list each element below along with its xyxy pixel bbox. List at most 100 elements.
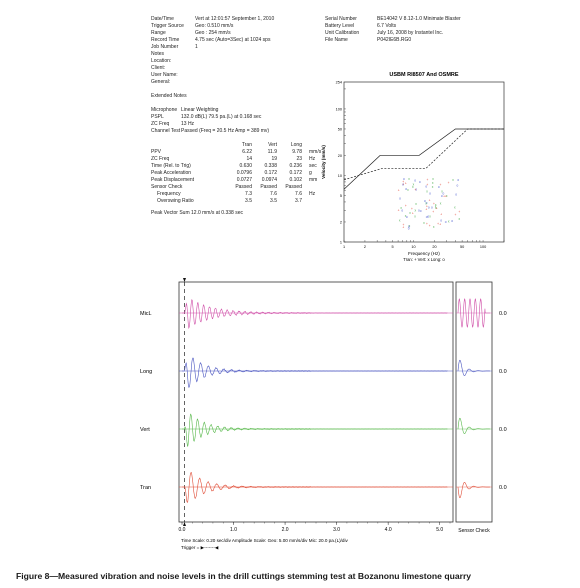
info-row: Job Number 1 <box>151 44 324 51</box>
table-row: Sensor Check Passed Passed Passed <box>151 184 324 191</box>
scatter-point: x <box>435 204 437 208</box>
scatter-point: o <box>399 196 401 200</box>
x-tick-label: 5 <box>392 245 394 249</box>
scatter-point: + <box>425 208 427 212</box>
scatter-point: o <box>457 178 459 182</box>
scatter-point: + <box>402 225 404 229</box>
scale-line: Time Scale: 0.20 sec/div Amplitude Scale… <box>181 538 349 543</box>
waveform-svg: 0.0 1.0 2.0 3.0 4.0 5.0 MicL 0.0 Long 0.0 Vert 0.0 T… <box>140 278 507 550</box>
info-key: Client: <box>151 65 166 71</box>
table-row: Peak Acceleration 0.0796 0.172 0.172 g <box>151 170 324 177</box>
info-value: Linear Weighting <box>181 107 219 113</box>
summary-table: Tran Vert Long PPV 6.22 11.9 9.78 mm/s ZC Freq 1… <box>151 142 324 205</box>
limit-curve-dashed <box>343 128 504 181</box>
scatter-point: x <box>441 190 443 194</box>
peak-vector-sum: Peak Vector Sum 12.0 mm/s at 0.338 sec <box>151 210 243 216</box>
info-key: PSPL <box>151 114 164 120</box>
info-key: Serial Number <box>325 16 357 22</box>
x-tick-label: 1.0 <box>230 527 237 533</box>
scatter-point: x <box>414 215 416 219</box>
scatter-point: x <box>452 178 454 182</box>
zero-label: 0.0 <box>499 311 507 317</box>
scatter-point: + <box>429 224 431 228</box>
scatter-point: x <box>425 202 427 206</box>
x-axis-label: Frequency (Hz) <box>408 251 440 256</box>
table-row: Frequency 7.3 7.6 7.6 Hz <box>151 191 324 198</box>
scatter-point: x <box>409 224 411 228</box>
scatter-point: x <box>400 206 402 210</box>
plot-frame <box>343 81 505 243</box>
scatter-point: + <box>439 183 441 187</box>
x-tick-label: 50 <box>460 245 464 249</box>
table-cell: 0.0796 <box>236 170 252 176</box>
info-key: Channel Test <box>151 128 181 134</box>
info-key: Record Time <box>151 37 180 43</box>
table-cell: Frequency <box>157 191 181 197</box>
info-row: Notes <box>151 51 324 58</box>
table-cell: 7.6 <box>295 191 302 197</box>
table-cell: Peak Acceleration <box>151 170 192 176</box>
scatter-point: x <box>407 188 409 192</box>
scatter-point: x <box>423 221 425 225</box>
table-row: Peak Displacement 0.0727 0.0974 0.102 mm <box>151 177 324 184</box>
scatter-point: + <box>445 194 447 198</box>
left-header: Date/Time Vert at 12:01:57 September 1, 2… <box>151 16 324 217</box>
info-key: General: <box>151 79 171 85</box>
info-row: Date/Time Vert at 12:01:57 September 1, 2… <box>151 16 324 23</box>
scatter-point: x <box>435 206 437 210</box>
table-row: ZC Freq 14 19 23 Hz <box>151 156 324 163</box>
scatter-point: + <box>412 212 414 216</box>
info-value: Geo : 254 mm/s <box>195 30 231 36</box>
trigger-line-label: Trigger = ▶-------◀ <box>181 545 219 550</box>
info-value: 4.75 sec (Auto=3Sec) at 1024 sps <box>195 37 271 43</box>
scatter-point: + <box>426 183 428 187</box>
info-row: Trigger Source Geo: 0.510 mm/s <box>151 23 324 30</box>
info-key: Job Number <box>151 44 179 50</box>
scatter-point: x <box>433 225 435 229</box>
scatter-point: + <box>440 212 442 216</box>
extended-notes-label: Extended Notes <box>151 93 187 99</box>
table-cell: Passed <box>235 184 252 190</box>
scatter-point: o <box>405 187 407 191</box>
table-cell: Peak Displacement <box>151 177 195 183</box>
scatter-point: + <box>426 204 428 208</box>
info-row: General: <box>151 79 324 86</box>
x-tick-label: 3.0 <box>333 527 340 533</box>
info-key: Date/Time <box>151 16 174 22</box>
zero-label: 0.0 <box>499 369 507 375</box>
scatter-point: + <box>411 207 413 211</box>
table-header: Long <box>290 142 302 148</box>
table-cell: 7.6 <box>270 191 277 197</box>
y-tick-label: 10 <box>338 174 342 178</box>
y-tick-label: 100 <box>336 107 342 111</box>
table-row: Time (Rel. to Trig) 0.630 0.338 0.236 sec <box>151 163 324 170</box>
table-cell: Hz <box>309 156 316 162</box>
y-axis-label: Velocity (mm/s) <box>321 145 326 179</box>
zero-label: 0.0 <box>499 427 507 433</box>
scatter-point: o <box>408 225 410 229</box>
table-cell: ZC Freq <box>151 156 170 162</box>
scatter-point: o <box>420 209 422 213</box>
zero-label: 0.0 <box>499 485 507 491</box>
waveform-frame <box>178 281 454 523</box>
scatter-point: x <box>415 202 417 206</box>
info-row: PSPL 132.0 dB(L) 79.5 pa.(L) at 0.168 sec <box>151 114 324 121</box>
table-header: Vert <box>268 142 277 148</box>
table-cell: 19 <box>271 156 277 162</box>
scatter-point: o <box>402 182 404 186</box>
scatter-point: + <box>437 222 439 226</box>
info-key: File Name <box>325 37 348 43</box>
info-row: Channel Test Passed (Freq = 20.5 Hz Amp =… <box>151 128 324 135</box>
info-key: User Name: <box>151 72 178 78</box>
table-cell: g <box>309 170 312 176</box>
scatter-point: + <box>398 189 400 193</box>
scatter-point: + <box>402 223 404 227</box>
figure-caption: Figure 8—Measured vibration and noise le… <box>16 571 472 581</box>
table-cell: 3.7 <box>295 198 302 204</box>
info-value: Vert at 12:01:57 September 1, 2010 <box>195 16 275 22</box>
info-row: User Name: <box>151 72 324 79</box>
x-tick-label: 10 <box>411 245 415 249</box>
scatter-point: o <box>424 199 426 203</box>
scatter-point: o <box>429 191 431 195</box>
scatter-point: o <box>403 177 405 181</box>
